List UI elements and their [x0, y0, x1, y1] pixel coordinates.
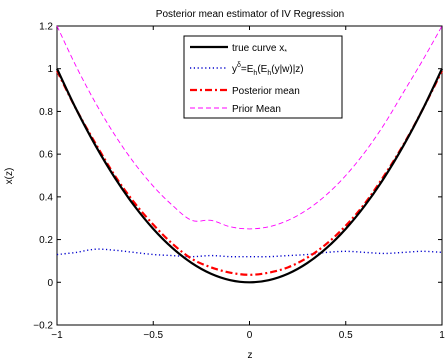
legend-label-prior: Prior Mean	[232, 104, 281, 115]
y-axis-label: x(z)	[4, 168, 15, 185]
y-tick-label: 0	[47, 278, 53, 289]
legend: true curve x* yδ=Eh(Eh(y|w)|z) Posterior…	[183, 35, 343, 119]
x-tick-labels: −1 −0.5 0 0.5 1	[51, 330, 445, 341]
y-tick-label: 1.2	[39, 22, 53, 33]
x-axis-label: z	[248, 350, 253, 361]
x-tick-label: −0.5	[143, 330, 163, 341]
x-tick-label: 1	[439, 330, 445, 341]
legend-box	[183, 35, 343, 119]
y-tick-label: 0.4	[39, 192, 53, 203]
legend-label-posterior: Posterior mean	[232, 86, 300, 97]
legend-label-ydelta: yδ=Eh(Eh(y|w)|z)	[232, 62, 304, 77]
y-tick-label: −0.2	[33, 321, 53, 332]
x-tick-label: 0.5	[339, 330, 353, 341]
y-tick-label: 0.6	[39, 150, 53, 161]
chart-title: Posterior mean estimator of IV Regressio…	[156, 9, 344, 20]
y-tick-label: 1	[47, 64, 53, 75]
x-tick-label: −1	[51, 330, 63, 341]
series-line-true	[56, 68, 443, 284]
series-line-prior	[56, 25, 443, 230]
y-tick-label: 0.8	[39, 107, 53, 118]
x-tick-label: 0	[247, 330, 253, 341]
series-layer	[56, 25, 443, 284]
y-tick-label: 0.2	[39, 235, 53, 246]
y-tick-labels: −0.2 0 0.2 0.4 0.6 0.8 1 1.2	[33, 22, 53, 332]
legend-label-true: true curve x*	[232, 43, 287, 56]
